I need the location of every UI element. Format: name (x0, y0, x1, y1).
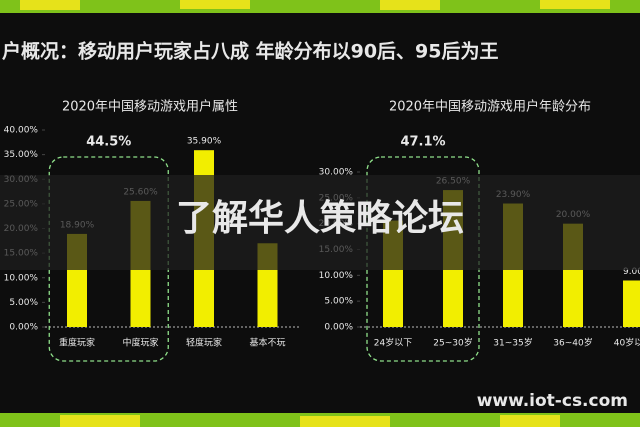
x-tick-label: 40岁以上 (614, 337, 640, 349)
x-tick-label: 25~30岁 (433, 337, 472, 349)
x-tick-label: 中度玩家 (122, 337, 158, 349)
value-label: 9.00 (623, 267, 640, 277)
y-tick-label: 5.00% (324, 297, 353, 307)
annotation: 44.5% (86, 135, 131, 150)
y-tick-label: 10.00% (4, 273, 39, 283)
bottom-border (0, 413, 640, 427)
annotation: 47.1% (400, 135, 445, 150)
top-border (0, 0, 640, 13)
y-tick-label: 10.00% (319, 271, 354, 281)
bar (623, 280, 640, 327)
x-tick-label: 基本不玩 (249, 337, 285, 349)
chart-title: 2020年中国移动游戏用户年龄分布 (389, 99, 591, 115)
headline: 户概况：移动用户玩家占八成 年龄分布以90后、95后为王 (2, 40, 499, 63)
x-tick-label: 重度玩家 (59, 337, 95, 349)
y-tick-label: 35.00% (4, 150, 39, 160)
y-tick-label: 5.00% (9, 298, 38, 308)
y-tick-label: 0.00% (324, 323, 353, 333)
x-tick-label: 轻度玩家 (186, 337, 222, 349)
value-label: 35.90% (187, 137, 222, 147)
banner-band (0, 175, 640, 270)
banner-text: 了解华人策略论坛 (176, 198, 464, 239)
y-tick-label: 0.00% (9, 323, 38, 333)
x-tick-label: 24岁以下 (374, 337, 412, 349)
chart-title: 2020年中国移动游戏用户属性 (62, 99, 238, 115)
x-tick-label: 36~40岁 (553, 337, 592, 349)
x-tick-label: 31~35岁 (493, 337, 532, 349)
y-tick-label: 40.00% (4, 126, 39, 136)
watermark: www.iot-cs.com (477, 391, 628, 411)
y-tick-label: 30.00% (319, 168, 354, 178)
